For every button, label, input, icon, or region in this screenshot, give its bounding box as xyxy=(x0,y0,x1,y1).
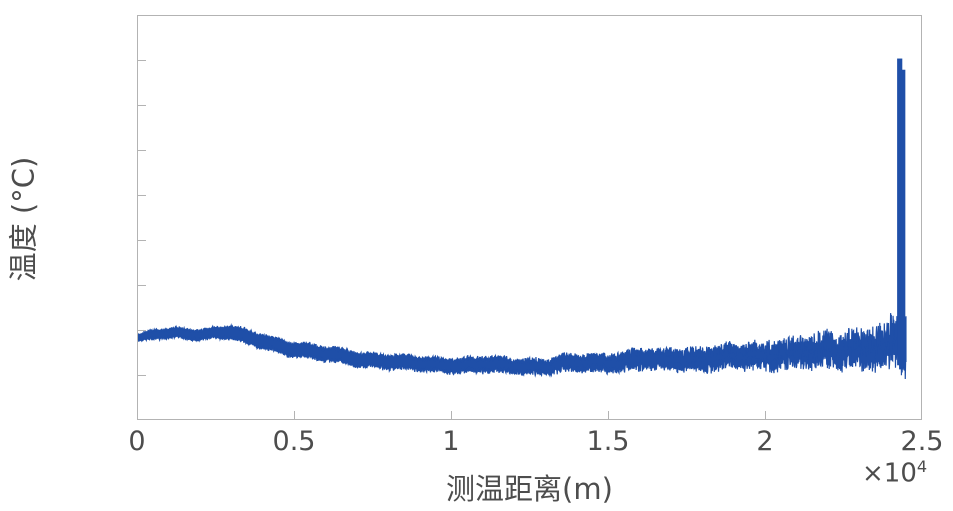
temperature-spike xyxy=(897,58,903,366)
x-tick-label: 1.5 xyxy=(586,426,630,457)
y-tick-mark xyxy=(137,240,146,241)
x-tick-label: 0.5 xyxy=(272,426,316,457)
temperature-trace-band xyxy=(138,313,907,379)
x-tick-mark xyxy=(608,411,609,420)
y-tick-mark xyxy=(137,60,146,61)
plot-area xyxy=(137,15,922,420)
x-tick-label: 0 xyxy=(128,426,146,457)
x-tick-label: 2 xyxy=(756,426,774,457)
x-tick-mark xyxy=(451,411,452,420)
y-axis-label: 温度 (°C) xyxy=(6,156,41,282)
y-tick-mark xyxy=(137,195,146,196)
x-tick-mark xyxy=(765,411,766,420)
x-tick-label: 2.5 xyxy=(900,426,944,457)
y-tick-mark xyxy=(137,330,146,331)
y-tick-mark xyxy=(137,285,146,286)
x-axis-offset-multiplier: ×104 xyxy=(862,457,927,489)
y-tick-mark xyxy=(137,150,146,151)
x-axis-offset-exponent: 4 xyxy=(916,457,928,476)
y-tick-mark xyxy=(137,375,146,376)
x-axis-offset-base: ×10 xyxy=(862,458,917,489)
x-axis-label: 测温距离(m) xyxy=(446,472,613,506)
x-tick-mark xyxy=(294,411,295,420)
y-tick-mark xyxy=(137,105,146,106)
temperature-spike xyxy=(900,69,906,368)
data-series-otdr-temperature xyxy=(138,58,907,379)
x-tick-label: 1 xyxy=(442,426,460,457)
